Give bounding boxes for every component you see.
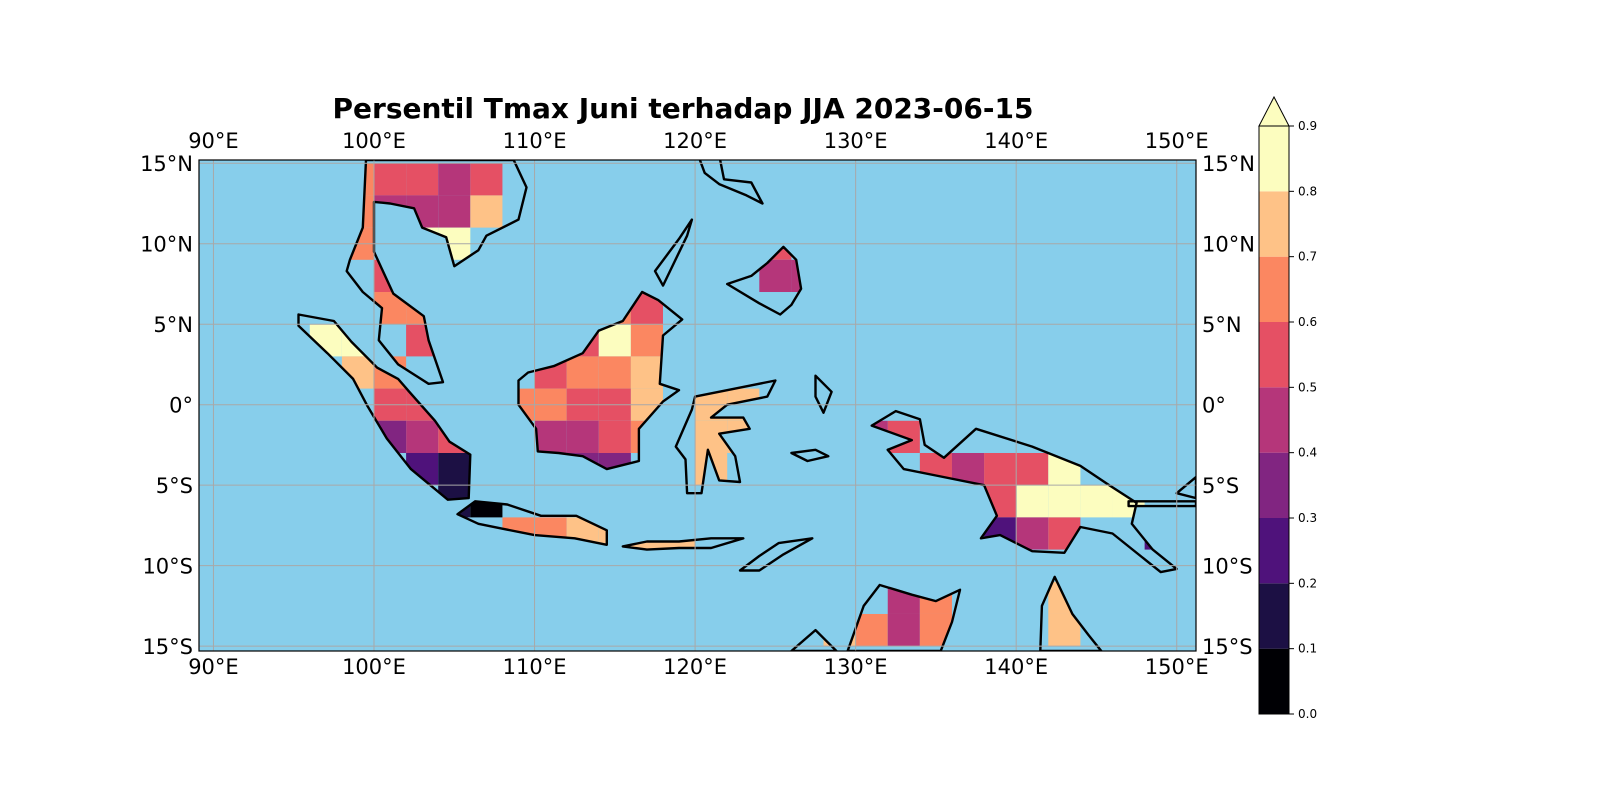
lat-tick-label-left: 10°S: [142, 555, 193, 579]
colorbar-tick-label: 0.4: [1298, 446, 1317, 460]
coastline: [345, 160, 528, 385]
lon-tick-label-top: 100°E: [342, 129, 406, 153]
colorbar-segment: [1259, 452, 1289, 518]
lon-tick-label-bottom: 130°E: [824, 655, 888, 679]
colorbar-frame: [1258, 125, 1290, 715]
percentile-cell: [566, 356, 599, 389]
percentile-cell: [1016, 485, 1049, 518]
lat-tick-label-left: 5°S: [156, 474, 193, 498]
lat-tick-label-right: 15°S: [1202, 635, 1253, 659]
percentile-cell: [1048, 485, 1081, 518]
colorbar-segment: [1259, 518, 1289, 584]
colorbar-tick-label: 0.9: [1298, 119, 1317, 133]
percentile-cell: [406, 420, 439, 453]
coastline: [1127, 500, 1196, 508]
axis-tick-labels: 90°E 90°E 100°E 100°E 110°E 110°E 120°E 120°E 13…: [140, 129, 1255, 679]
coastline: [790, 448, 830, 463]
coastline: [456, 500, 608, 546]
map-frame: [198, 159, 1197, 652]
lat-tick-label-left: 15°S: [142, 635, 193, 659]
map-title: Persentil Tmax Juni terhadap JJA 2023-06…: [332, 92, 1034, 125]
percentile-cell: [630, 324, 663, 357]
map-area: [199, 160, 1196, 651]
lat-tick-label-right: 0°: [1202, 394, 1226, 418]
coastline: [517, 290, 684, 471]
lon-tick-label-top: 140°E: [984, 129, 1048, 153]
coastline: [621, 537, 745, 551]
percentile-cell: [984, 452, 1017, 486]
percentile-cell: [438, 195, 471, 228]
colorbar-segment: [1259, 387, 1289, 453]
coastline: [814, 374, 833, 414]
lat-tick-label-left: 5°N: [153, 313, 193, 337]
lat-tick-label-right: 15°N: [1202, 152, 1255, 176]
lat-tick-label-left: 15°N: [140, 152, 193, 176]
percentile-cell: [1016, 452, 1049, 486]
lat-tick-label-right: 5°N: [1202, 313, 1242, 337]
percentile-cell: [373, 163, 407, 196]
colorbar-extend-arrow: [1258, 95, 1290, 127]
lat-tick-label-left: 10°N: [140, 233, 193, 257]
colorbar-tick-label: 0.0: [1298, 707, 1317, 721]
coastlines: [297, 160, 1196, 651]
coastline: [846, 583, 962, 651]
colorbar-tick-label: 0.2: [1298, 576, 1317, 590]
coastline: [297, 313, 472, 501]
percentile-cell: [566, 420, 599, 453]
lon-tick-label-bottom: 110°E: [503, 655, 567, 679]
colorbar-tick-label: 0.1: [1298, 642, 1317, 656]
coastline: [726, 245, 803, 316]
percentile-cell: [470, 163, 503, 196]
percentile-cell: [630, 356, 663, 389]
lon-tick-label-top: 90°E: [188, 129, 239, 153]
percentile-cell: [438, 163, 471, 196]
coastline: [674, 379, 777, 495]
colorbar-tick-label: 0.6: [1298, 315, 1317, 329]
percentile-cell: [1016, 517, 1049, 550]
lon-tick-label-bottom: 150°E: [1145, 655, 1209, 679]
percentile-cell: [887, 613, 920, 647]
lat-tick-label-right: 10°S: [1202, 555, 1253, 579]
percentile-cell: [534, 420, 567, 453]
colorbar-segment: [1259, 583, 1289, 649]
percentile-cell: [470, 195, 503, 228]
coastline: [738, 537, 814, 572]
lon-tick-label-bottom: 90°E: [188, 655, 239, 679]
percentile-cell: [1080, 485, 1113, 518]
lon-tick-label-top: 130°E: [824, 129, 888, 153]
colorbar-tick-label: 0.7: [1298, 250, 1317, 264]
percentile-cell: [598, 420, 631, 453]
lon-tick-label-bottom: 100°E: [342, 655, 406, 679]
percentile-cell: [598, 356, 631, 389]
percentile-cell: [438, 452, 471, 486]
percentile-cell: [406, 163, 439, 196]
colorbar-segment: [1259, 322, 1289, 388]
lat-tick-label-left: 0°: [169, 394, 193, 418]
lat-tick-label-right: 5°S: [1202, 474, 1239, 498]
lon-tick-label-bottom: 140°E: [984, 655, 1048, 679]
colorbar-segment: [1259, 191, 1289, 257]
colorbar-segment: [1259, 256, 1289, 322]
coastline: [698, 160, 764, 205]
colorbar: 0.0 0.1 0.2 0.3 0.4 0.5 0.6 0.7 0.8 0.9: [1258, 95, 1317, 721]
colorbar-tick-label: 0.5: [1298, 380, 1317, 394]
gridlines: [199, 160, 1196, 651]
lon-tick-label-top: 120°E: [663, 129, 727, 153]
colorbar-segment: [1259, 126, 1289, 192]
colorbar-segment: [1259, 648, 1289, 714]
coastline: [1039, 575, 1103, 651]
colorbar-tick-label: 0.8: [1298, 184, 1317, 198]
percentile-cell: [855, 613, 888, 647]
lon-tick-label-bottom: 120°E: [663, 655, 727, 679]
colorbar-tick-label: 0.3: [1298, 511, 1317, 525]
lon-tick-label-top: 150°E: [1145, 129, 1209, 153]
lat-tick-label-right: 10°N: [1202, 233, 1255, 257]
lon-tick-label-top: 110°E: [503, 129, 567, 153]
coastline: [870, 409, 1178, 574]
